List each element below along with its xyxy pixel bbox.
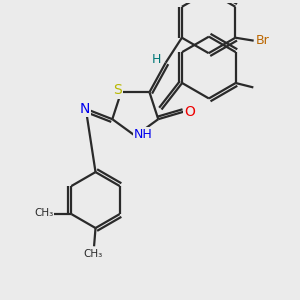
- Text: Br: Br: [256, 34, 269, 47]
- Text: NH: NH: [134, 128, 153, 141]
- Text: N: N: [80, 102, 90, 116]
- Text: S: S: [113, 83, 122, 98]
- Text: H: H: [152, 53, 161, 66]
- Text: O: O: [184, 105, 195, 119]
- Text: CH₃: CH₃: [34, 208, 53, 218]
- Text: CH₃: CH₃: [84, 249, 103, 259]
